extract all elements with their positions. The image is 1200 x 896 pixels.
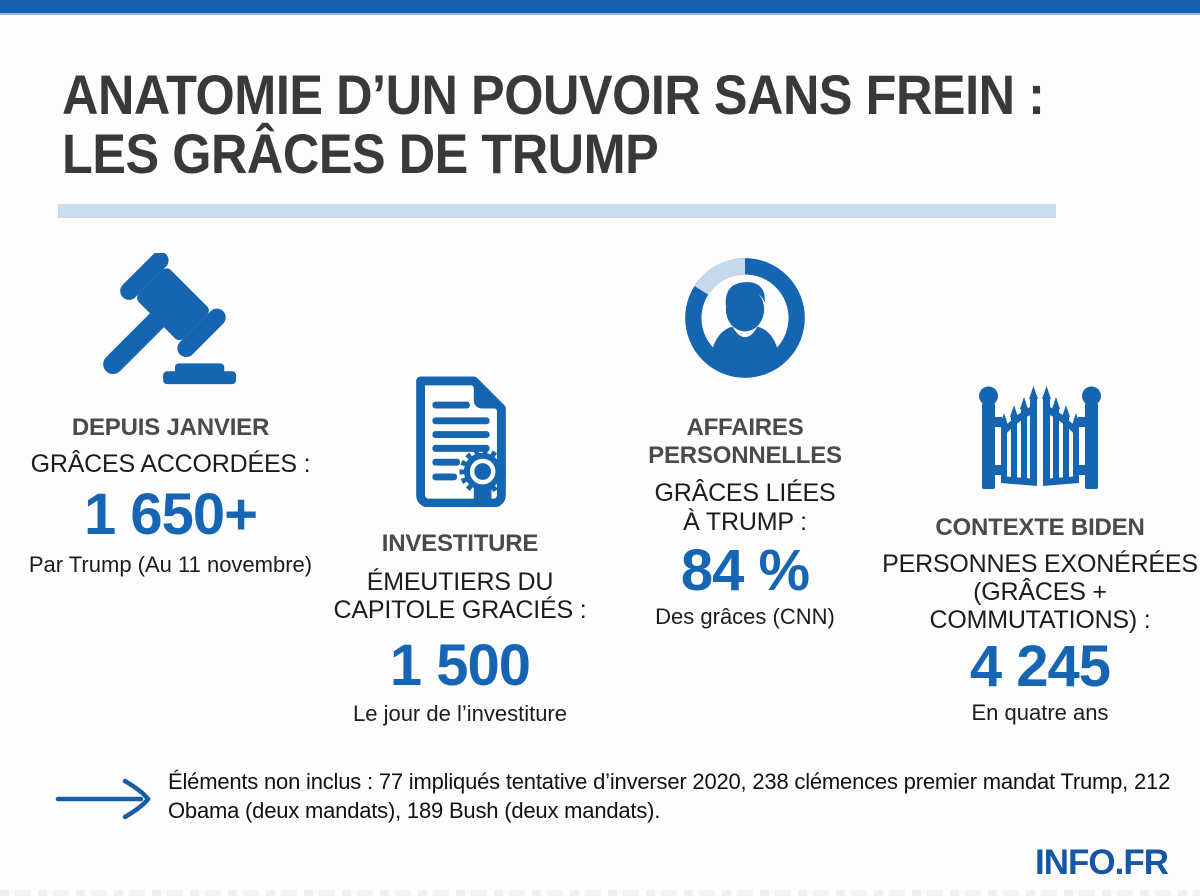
stat-label: ÉMEUTIERS DU CAPITOLE GRACIÉS :	[333, 567, 587, 625]
stat-value: 1 650+	[83, 482, 258, 548]
footnote-text: Éléments non inclus : 77 impliqués tenta…	[168, 769, 1171, 823]
brand-logo: INFO.FR	[1035, 843, 1169, 882]
stat-card-contexte-biden: CONTEXTE BIDEN PERSONNES EXONÉRÉES (GRÂC…	[880, 373, 1200, 725]
certificate-icon	[330, 373, 590, 512]
stat-label: GRÂCES LIÉES À TRUMP :	[654, 479, 836, 536]
gate-icon	[880, 373, 1200, 498]
stat-caption: Le jour de l’investiture	[352, 700, 567, 726]
stat-caption: Des grâces (CNN)	[655, 604, 835, 630]
stat-label: GRÂCES ACCORDÉES :	[30, 449, 311, 478]
stat-value: 1 500	[389, 632, 531, 698]
clipped-source-line	[0, 890, 1200, 896]
stat-caption: Par Trump (Au 11 novembre)	[28, 552, 313, 578]
stat-heading: INVESTITURE	[381, 530, 539, 557]
person-donut-icon	[615, 251, 875, 390]
stat-heading: CONTEXTE BIDEN	[935, 514, 1145, 541]
stat-heading: AFFAIRES PERSONNELLES	[648, 414, 842, 469]
top-accent-bar	[0, 0, 1200, 15]
stat-value: 84 %	[680, 538, 810, 604]
arrow-right-icon	[55, 776, 155, 822]
stat-caption: En quatre ans	[971, 699, 1109, 725]
stat-value: 4 245	[969, 633, 1111, 699]
stat-heading: DEPUIS JANVIER	[71, 414, 270, 441]
stat-card-graces-accordees: DEPUIS JANVIER GRÂCES ACCORDÉES : 1 650+…	[28, 251, 313, 578]
page-title: ANATOMIE D’UN POUVOIR SANS FREIN : LES G…	[62, 63, 1124, 185]
page-title-line2: LES GRÂCES DE TRUMP	[62, 121, 659, 185]
stat-card-investiture: INVESTITURE ÉMEUTIERS DU CAPITOLE GRACIÉ…	[330, 373, 590, 726]
stat-card-affaires-personnelles: AFFAIRES PERSONNELLES GRÂCES LIÉES À TRU…	[615, 251, 875, 629]
gavel-icon	[28, 251, 313, 396]
title-underline-bar	[58, 204, 1056, 218]
stat-label: PERSONNES EXONÉRÉES (GRÂCES + COMMUTATIO…	[882, 549, 1198, 634]
page-title-line1: ANATOMIE D’UN POUVOIR SANS FREIN :	[62, 63, 1045, 126]
